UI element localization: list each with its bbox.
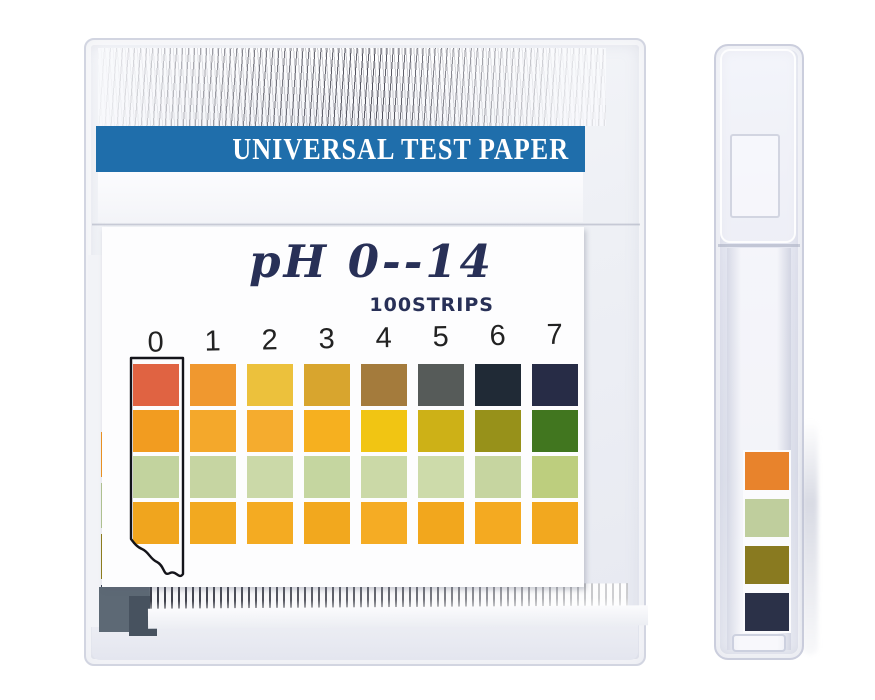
ph-number-0: 0 (147, 326, 165, 359)
swatch-indicator-band-4-ph3 (304, 502, 350, 544)
ph-number-1: 1 (204, 325, 222, 358)
swatch-indicator-band-1-ph6 (475, 364, 521, 406)
chart-grid (133, 364, 578, 544)
label-card: pH 0--14 100STRIPS 0 1 2 3 4 5 6 7 (102, 227, 584, 587)
side-strip-1 (745, 452, 789, 490)
swatch-indicator-band-1-ph7 (532, 364, 578, 406)
side-case-seam (718, 244, 800, 247)
swatch-indicator-band-2-ph5 (418, 410, 464, 452)
swatch-indicator-band-4-ph4 (361, 502, 407, 544)
ph-number-7: 7 (546, 318, 563, 352)
side-case-shadow (802, 420, 818, 655)
ph-number-5: 5 (432, 320, 449, 354)
range-title: pH 0--14 (249, 235, 494, 288)
side-case-bottom-frame (732, 634, 786, 652)
swatch-indicator-band-4-ph2 (247, 502, 293, 544)
ph-number-2: 2 (261, 324, 279, 357)
swatch-indicator-band-2-ph6 (475, 410, 521, 452)
side-strip-2 (745, 499, 789, 537)
swatch-indicator-band-2-ph1 (190, 410, 236, 452)
swatch-indicator-band-1-ph1 (190, 364, 236, 406)
swatch-indicator-band-2-ph4 (361, 410, 407, 452)
swatch-indicator-band-2-ph0 (133, 410, 179, 452)
swatch-indicator-band-4-ph5 (418, 502, 464, 544)
swatch-indicator-band-2-ph7 (532, 410, 578, 452)
banner: UNIVERSAL TEST PAPER (96, 126, 585, 172)
case-seam (92, 223, 640, 226)
swatch-indicator-band-3-ph2 (247, 456, 293, 498)
swatch-indicator-band-3-ph6 (475, 456, 521, 498)
swatch-indicator-band-1-ph5 (418, 364, 464, 406)
side-strip-4 (745, 593, 789, 631)
swatch-indicator-band-3-ph1 (190, 456, 236, 498)
front-clear-case: UNIVERSAL TEST PAPER pH 0--14 100STRIPS … (84, 38, 649, 666)
swatch-indicator-band-4-ph0 (133, 502, 179, 544)
banner-paper (98, 172, 583, 222)
side-strip-stack (743, 450, 791, 633)
banner-title: UNIVERSAL TEST PAPER (232, 131, 569, 166)
swatch-indicator-band-1-ph3 (304, 364, 350, 406)
count-label: 100STRIPS (369, 294, 494, 316)
ph-number-6: 6 (489, 319, 506, 353)
swatch-indicator-band-3-ph4 (361, 456, 407, 498)
strip-ends-band (147, 605, 649, 629)
side-clear-case (714, 44, 804, 660)
swatch-indicator-band-3-ph7 (532, 456, 578, 498)
swatch-indicator-band-1-ph0 (133, 364, 179, 406)
test-strip-stack (98, 48, 606, 126)
ph-number-3: 3 (318, 323, 336, 356)
swatch-indicator-band-3-ph3 (304, 456, 350, 498)
swatch-indicator-band-3-ph0 (133, 456, 179, 498)
swatch-indicator-band-4-ph7 (532, 502, 578, 544)
swatch-indicator-band-4-ph6 (475, 502, 521, 544)
ph-number-4: 4 (375, 322, 392, 355)
swatch-indicator-band-2-ph3 (304, 410, 350, 452)
side-strip-3 (745, 546, 789, 584)
chart-number-row: 0 1 2 3 4 5 6 7 (132, 317, 578, 360)
swatch-indicator-band-1-ph4 (361, 364, 407, 406)
swatch-indicator-band-3-ph5 (418, 456, 464, 498)
swatch-indicator-band-1-ph2 (247, 364, 293, 406)
side-case-latch (730, 134, 780, 218)
swatch-indicator-band-2-ph2 (247, 410, 293, 452)
swatch-indicator-band-4-ph1 (190, 502, 236, 544)
